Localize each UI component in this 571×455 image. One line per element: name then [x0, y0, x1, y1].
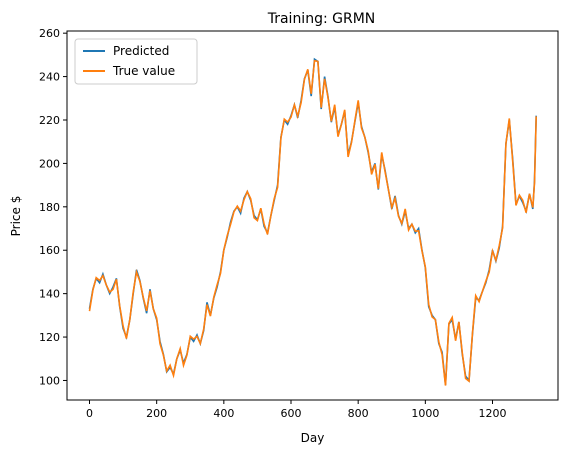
series-predicted-line [88, 57, 537, 385]
x-tick-label: 1000 [411, 407, 439, 420]
x-tick-label: 800 [348, 407, 369, 420]
x-axis-label: Day [301, 431, 325, 445]
y-tick-label: 240 [39, 71, 60, 84]
y-tick-label: 140 [39, 288, 60, 301]
legend-label: True value [112, 64, 175, 78]
series-true-value-line [88, 59, 537, 386]
chart-title: Training: GRMN [267, 11, 376, 27]
y-tick-label: 120 [39, 331, 60, 344]
y-tick-label: 180 [39, 201, 60, 214]
x-axis-ticks: 0 200 400 600 800 1000 1200 [86, 400, 507, 420]
x-tick-label: 600 [281, 407, 302, 420]
y-tick-label: 100 [39, 374, 60, 387]
x-tick-label: 1200 [479, 407, 507, 420]
x-tick-label: 0 [86, 407, 93, 420]
x-tick-label: 200 [146, 407, 167, 420]
y-axis-label: Price $ [9, 196, 23, 237]
y-tick-label: 260 [39, 27, 60, 40]
y-tick-label: 200 [39, 157, 60, 170]
legend: Predicted True value [74, 38, 198, 85]
legend-label: Predicted [113, 44, 169, 58]
y-tick-label: 160 [39, 244, 60, 257]
legend-box [74, 38, 198, 85]
y-tick-label: 220 [39, 114, 60, 127]
x-tick-label: 400 [213, 407, 234, 420]
y-axis-ticks: 100 120 140 160 180 200 220 240 260 [39, 27, 67, 387]
plot-area [66, 30, 559, 401]
axes-frame [66, 30, 559, 401]
